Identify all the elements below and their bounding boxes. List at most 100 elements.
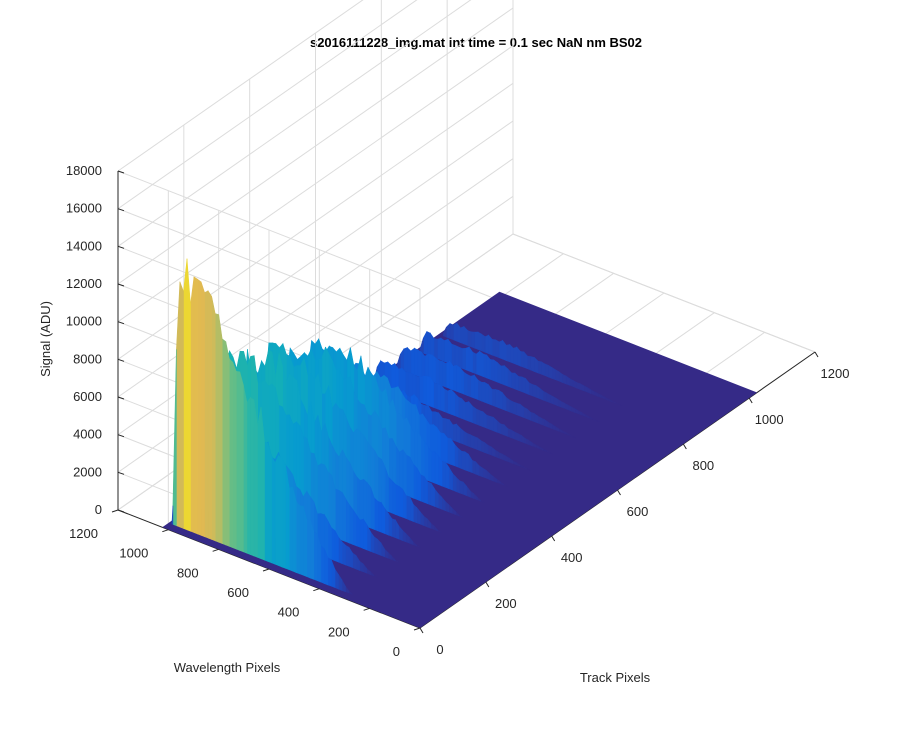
y-tick-mark — [363, 607, 370, 611]
track-segment — [438, 454, 443, 487]
track-segment — [500, 365, 505, 386]
track-segment — [459, 480, 464, 495]
track-segment — [463, 430, 468, 446]
z-tick-label: 8000 — [73, 351, 102, 366]
track-segment — [477, 379, 482, 402]
track-segment — [218, 314, 223, 545]
z-tick-label: 2000 — [73, 464, 102, 479]
z-tick-label: 16000 — [66, 201, 102, 216]
track-segment — [327, 520, 332, 560]
track-segment — [366, 481, 372, 529]
track-segment — [486, 354, 491, 380]
track-segment — [412, 503, 418, 524]
track-segment — [391, 518, 396, 539]
track-segment — [551, 367, 556, 381]
track-segment — [461, 347, 466, 371]
track-segment — [433, 338, 438, 360]
track-segment — [532, 384, 537, 398]
track-segment — [459, 427, 464, 445]
track-segment — [409, 457, 414, 499]
track-segment — [482, 411, 487, 429]
z-tick-label: 0 — [95, 502, 102, 517]
track-segment — [391, 480, 397, 515]
track-segment — [443, 388, 449, 414]
track-segment — [352, 508, 357, 547]
z-tick-label: 6000 — [73, 389, 102, 404]
track-segment — [505, 396, 510, 413]
track-segment — [431, 354, 436, 384]
track-segment — [514, 372, 519, 391]
track-segment — [457, 396, 463, 419]
track-segment — [464, 451, 469, 472]
track-segment — [537, 360, 542, 375]
track-segment — [562, 374, 567, 385]
track-ridge-20 — [171, 258, 353, 595]
track-segment — [480, 440, 485, 453]
track-segment — [292, 487, 297, 573]
track-segment — [356, 513, 361, 548]
track-segment — [541, 361, 546, 377]
track-segment — [402, 448, 407, 496]
track-ridge-840 — [441, 322, 623, 407]
z-tick-mark — [117, 434, 125, 438]
track-segment — [190, 276, 195, 533]
track-segment — [481, 333, 486, 353]
track-segment — [183, 258, 188, 531]
track-segment — [363, 478, 368, 528]
track-segment — [451, 343, 456, 366]
track-segment — [424, 440, 429, 481]
track-segment — [214, 313, 219, 543]
track-segment — [471, 459, 476, 475]
z-tick-label: 12000 — [66, 276, 102, 291]
track-segment — [253, 399, 258, 558]
track-segment — [454, 392, 459, 418]
y-tick-label: 1000 — [119, 546, 148, 561]
track-segment — [463, 371, 468, 396]
y-tick-label: 200 — [328, 624, 350, 639]
track-segment — [278, 454, 283, 568]
track-segment — [498, 340, 504, 360]
track-segment — [474, 331, 479, 350]
x-tick-mark — [617, 489, 621, 496]
z-tick-mark — [117, 321, 125, 325]
track-segment — [413, 463, 418, 500]
z-axis-label: Signal (ADU) — [38, 301, 53, 377]
track-segment — [479, 350, 484, 378]
backwall-grid-z-5 — [117, 45, 514, 323]
track-segment — [516, 402, 521, 417]
backwall-grid-z-6 — [117, 7, 514, 285]
track-segment — [487, 444, 492, 456]
track-segment — [313, 530, 318, 582]
track-segment — [445, 322, 451, 339]
track-segment — [345, 544, 350, 567]
track-segment — [377, 456, 382, 510]
track-segment — [542, 390, 547, 402]
x-tick-mark — [419, 627, 424, 634]
tick-labels: 0200400600800100012000200400600800100012… — [66, 163, 850, 659]
x-tick-mark — [748, 397, 753, 404]
track-segment — [473, 374, 479, 400]
z-tick-mark — [117, 208, 125, 212]
track-segment — [373, 497, 379, 532]
track-segment — [427, 445, 432, 483]
track-segment — [443, 432, 448, 464]
track-segment — [493, 359, 498, 383]
track-segment — [470, 434, 475, 449]
track-segment — [306, 519, 311, 579]
track-segment — [250, 397, 255, 557]
track-segment — [480, 381, 486, 403]
y-tick-mark — [212, 548, 219, 552]
track-segment — [420, 436, 425, 480]
track-segment — [452, 365, 457, 392]
track-segment — [204, 290, 209, 539]
track-segment — [403, 347, 408, 373]
track-segment — [445, 461, 450, 490]
track-segment — [454, 443, 459, 468]
track-segment — [197, 278, 202, 536]
y-tick-mark — [162, 529, 169, 533]
track-segment — [200, 281, 205, 538]
track-segment — [436, 383, 441, 411]
y-axis-label: Wavelength Pixels — [174, 660, 281, 675]
track-segment — [484, 334, 489, 355]
track-segment — [422, 375, 427, 406]
